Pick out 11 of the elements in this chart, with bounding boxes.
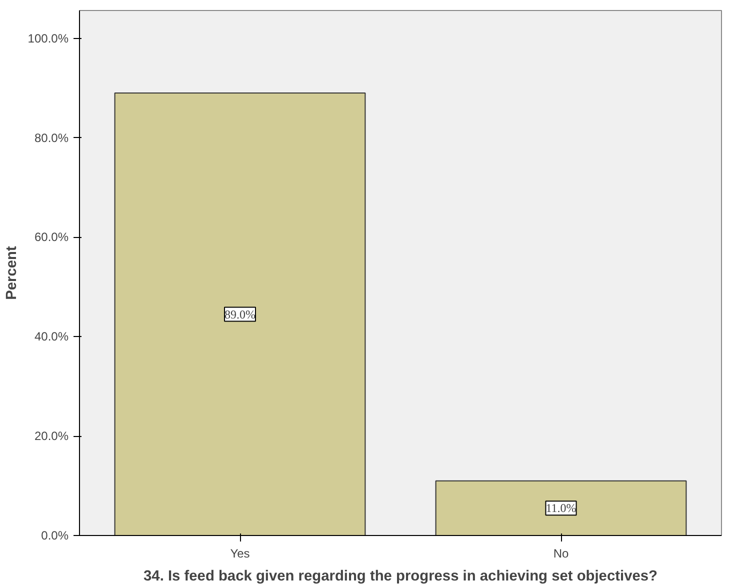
x-tick-label: No <box>553 546 569 560</box>
y-tick-label: 100.0% <box>28 31 69 46</box>
x-tick-label: Yes <box>230 546 250 560</box>
y-tick-label: 40.0% <box>34 330 69 344</box>
x-axis-title: 34. Is feed back given regarding the progress in achieving set objectives? <box>144 568 658 584</box>
y-axis-title: Percent <box>4 246 20 300</box>
y-tick-label: 0.0% <box>41 528 69 542</box>
y-tick-label: 60.0% <box>34 230 69 244</box>
y-tick-label: 20.0% <box>34 429 69 444</box>
y-tick-label: 80.0% <box>34 130 69 145</box>
data-label: 89.0% <box>224 307 256 322</box>
